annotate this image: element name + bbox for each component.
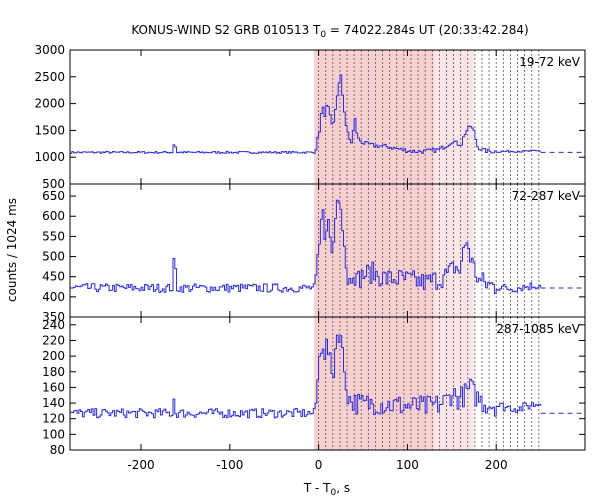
x-tick-label: 100 [396, 458, 419, 472]
y-tick-label: 2500 [34, 70, 65, 84]
panel-frame [69, 316, 586, 451]
y-axis-title: counts / 1024 ms [5, 198, 19, 302]
y-tick-label: 500 [42, 177, 65, 191]
panel-1: 500 1000 1500 2000 2500 3000 19-72 keV [34, 43, 586, 191]
y-tick-label: 550 [42, 229, 65, 243]
y-tick-label: 1500 [34, 123, 65, 137]
shaded-interval-light [434, 50, 475, 184]
shaded-interval-light [434, 317, 475, 450]
x-tick-label: -100 [216, 458, 243, 472]
shaded-interval [314, 50, 435, 184]
y-tick-label: 160 [42, 380, 65, 394]
y-tick-label: 2000 [34, 97, 65, 111]
y-tick-label: 220 [42, 333, 65, 347]
band-label: 72-287 keV [512, 189, 581, 203]
band-label: 287-1085 keV [496, 322, 580, 336]
series-line [70, 74, 542, 154]
y-tick-label: 1000 [34, 150, 65, 164]
x-tick-label: -200 [127, 458, 154, 472]
y-tick-label: 80 [50, 443, 65, 457]
y-tick-label: 400 [42, 290, 65, 304]
y-tick-label: 100 [42, 427, 65, 441]
shaded-interval [314, 317, 435, 450]
y-tick-label: 240 [42, 318, 65, 332]
y-tick-label: 3000 [34, 43, 65, 57]
y-tick-label: 500 [42, 250, 65, 264]
x-tick-label: 0 [315, 458, 323, 472]
y-tick-label: 650 [42, 189, 65, 203]
y-tick-label: 600 [42, 209, 65, 223]
band-label: 19-72 keV [519, 55, 581, 69]
y-tick-label: 180 [42, 365, 65, 379]
y-tick-label: 450 [42, 270, 65, 284]
x-axis-title: T - T0, s [303, 481, 350, 498]
chart-title: KONUS-WIND S2 GRB 010513 T0 = 74022.284s… [131, 23, 528, 40]
y-tick-label: 140 [42, 396, 65, 410]
series-line [70, 199, 542, 295]
shaded-interval-light [434, 184, 475, 317]
shaded-interval [314, 184, 435, 317]
y-tick-label: 200 [42, 349, 65, 363]
y-tick-label: 350 [42, 310, 65, 324]
series-line [70, 334, 542, 419]
panel-2: 350 400 450 500 550 600 650 72-287 keV [42, 183, 586, 324]
y-tick-label: 120 [42, 412, 65, 426]
x-tick-label: 200 [485, 458, 508, 472]
